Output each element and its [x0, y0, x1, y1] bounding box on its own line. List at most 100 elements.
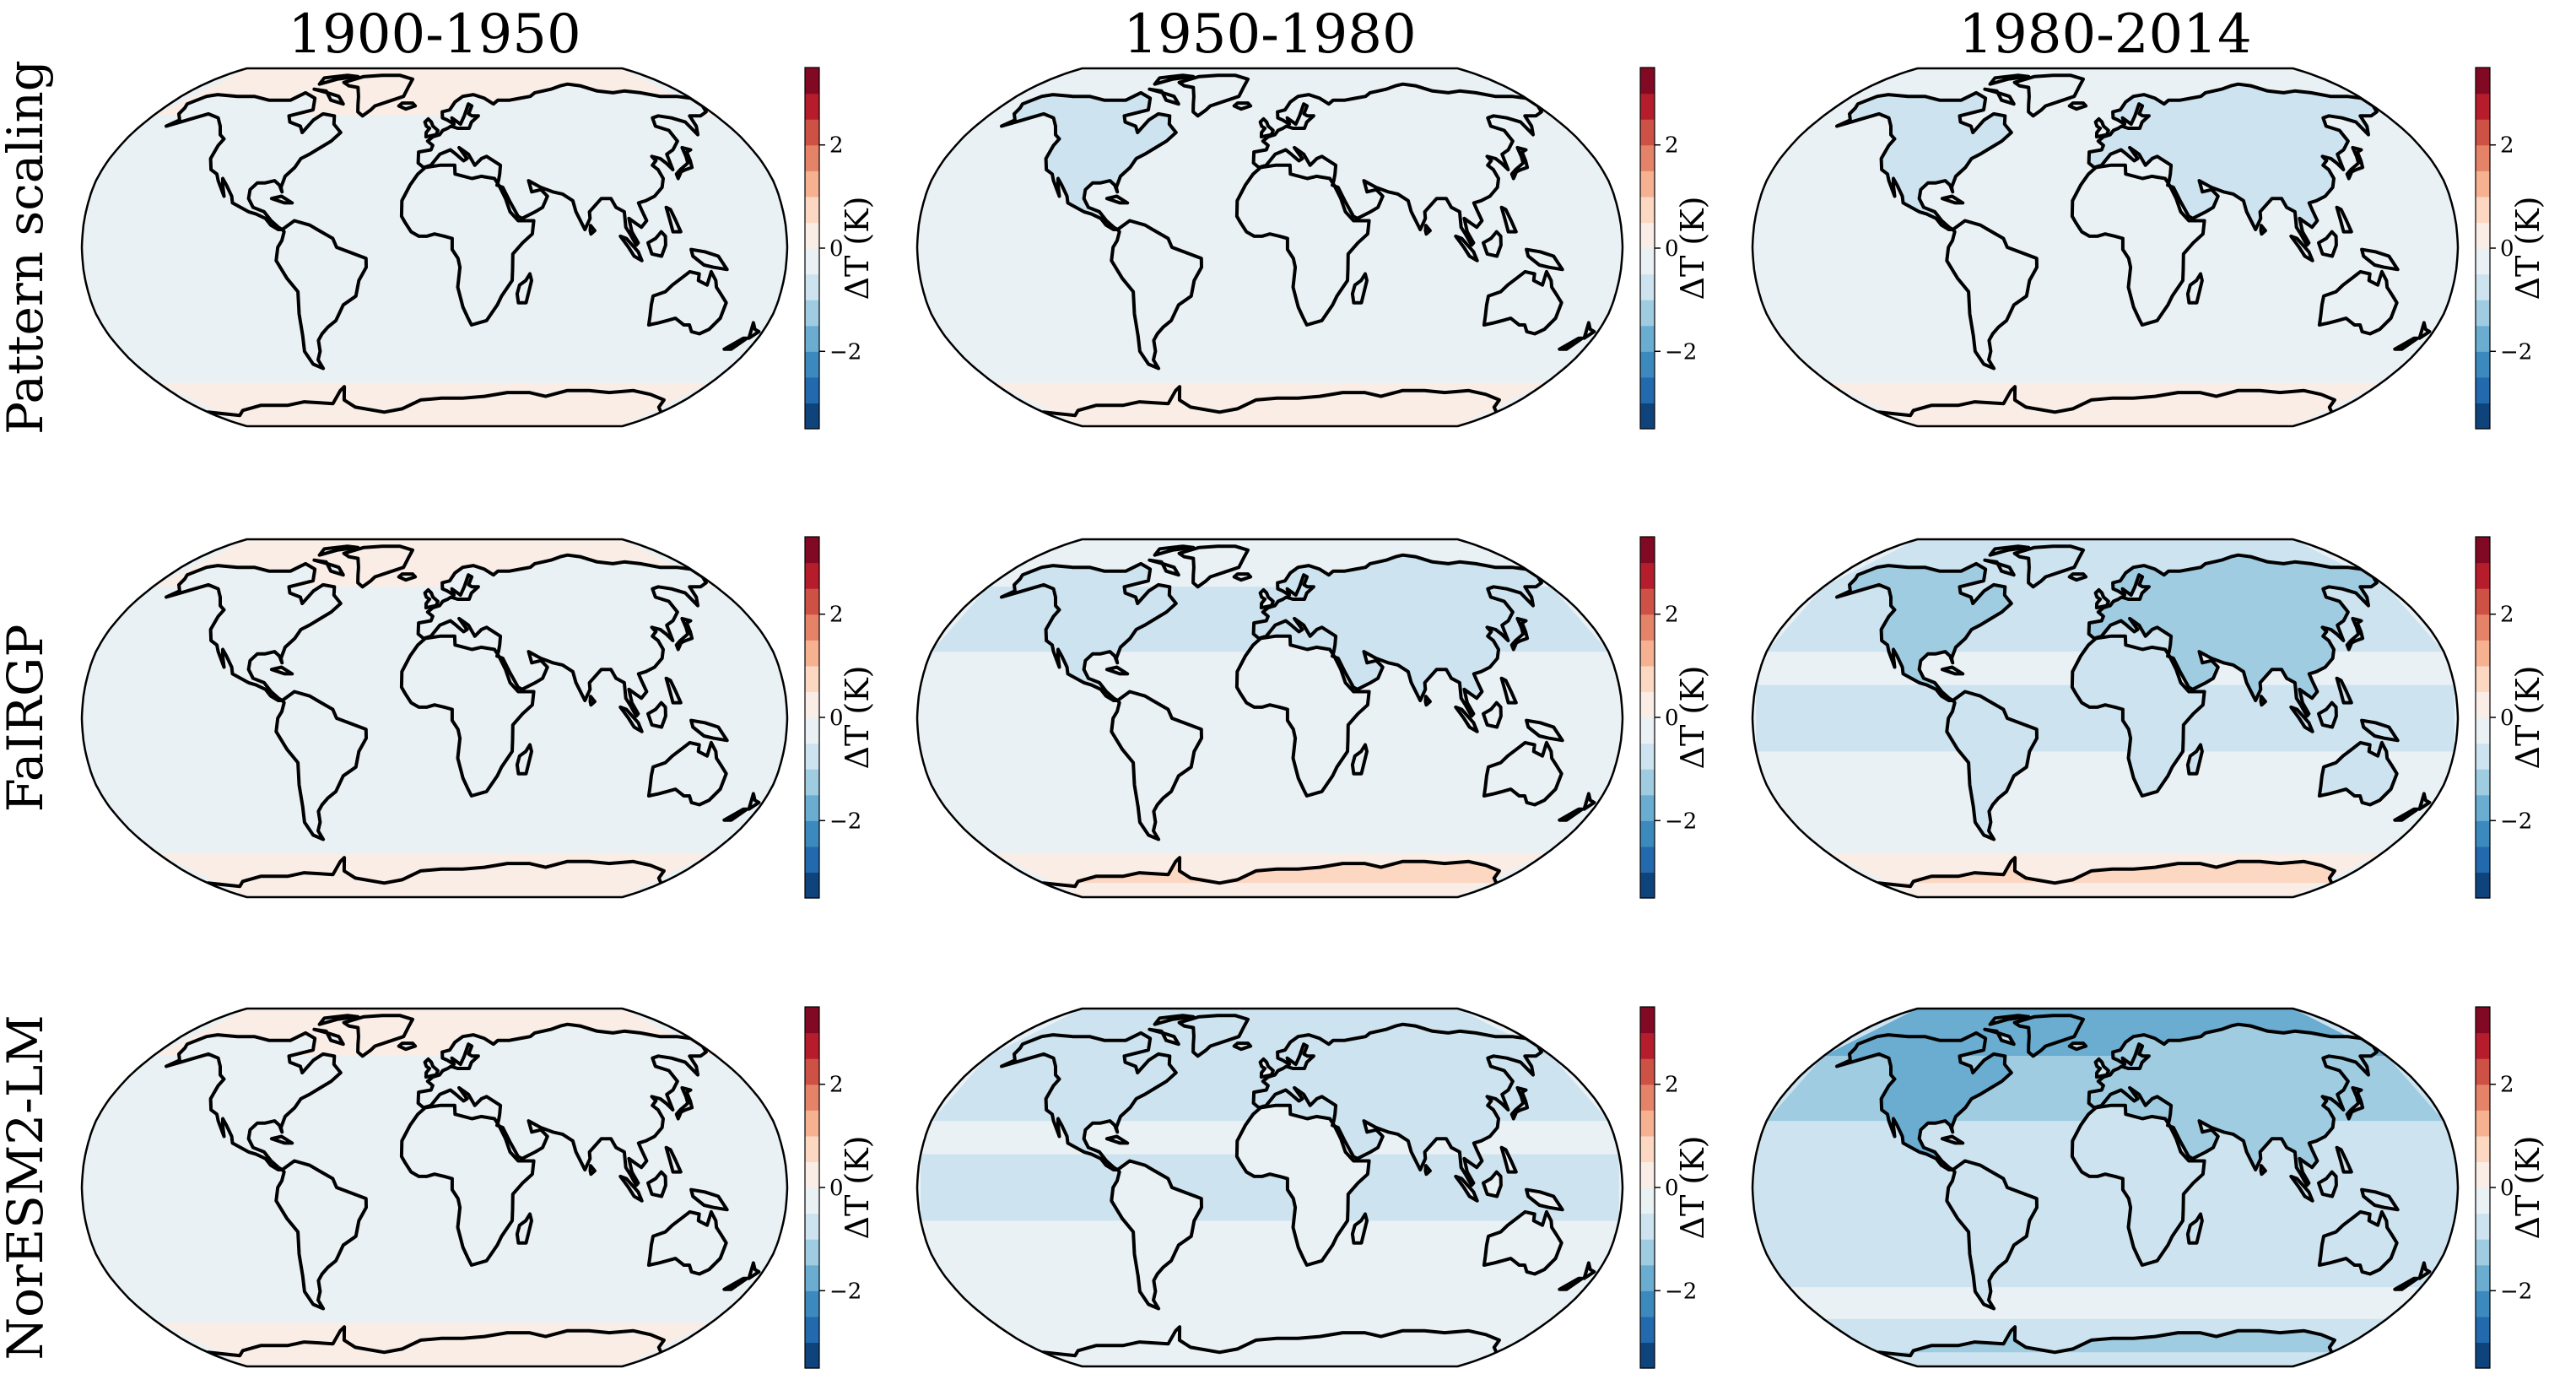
coastline-sumatra: [618, 1174, 644, 1203]
coastline-philippines: [664, 1145, 683, 1174]
colorbar-level: [805, 248, 819, 275]
land-field-northAmerica: [1002, 92, 1176, 230]
colorbar-label: ΔT (K): [1674, 197, 1711, 300]
coastline-ellesmere: [317, 73, 360, 86]
land-field-eurasia: [2088, 84, 2377, 246]
coastline-newguinea: [1525, 718, 1564, 743]
row-title-1: Pattern scaling: [0, 60, 54, 435]
land-field-borneo: [648, 1171, 666, 1197]
coastline-baffin: [312, 87, 345, 106]
coastline-southAmerica: [274, 219, 368, 371]
coastline-cuba: [269, 1134, 294, 1145]
coastline-japan: [674, 145, 694, 181]
land-field-africa: [1236, 636, 1369, 796]
colorbar-level: [2476, 743, 2490, 770]
colorbar-level: [2476, 273, 2490, 300]
coastline-madagascar: [1350, 272, 1369, 305]
colorbar-label: ΔT (K): [839, 1136, 876, 1240]
colorbar-level: [1640, 717, 1655, 744]
coastline-antarctica: [1877, 1325, 2336, 1358]
map-frame: [1751, 538, 2460, 899]
land-field-eurasia: [2088, 554, 2377, 717]
coastline-newguinea: [1525, 1187, 1564, 1212]
coastline-baffin: [1983, 1027, 2016, 1047]
colorbar-level: [805, 1342, 819, 1369]
land-field-southAmerica: [1947, 691, 2037, 840]
southern-ocean-band: [118, 1287, 751, 1319]
land-field-antarctica: [1878, 857, 2335, 887]
colorbar-tick-label: −2: [829, 1279, 861, 1304]
land-field-africa: [2071, 636, 2205, 796]
coastline-philippines: [2335, 1145, 2353, 1174]
map-panel-1-1: [80, 67, 789, 428]
tropical-band: [921, 214, 1619, 281]
coastline-nz2: [722, 336, 749, 351]
land-field-eurasia: [1253, 84, 1542, 246]
colorbar-level: [1640, 743, 1655, 770]
coastline-ellesmere: [317, 544, 360, 557]
land-field-newguinea: [2362, 1189, 2398, 1210]
colorbar-level: [2476, 170, 2490, 197]
colorbar-level: [1640, 820, 1655, 847]
coastline-nz2: [722, 1276, 749, 1291]
coastline-gbritain: [2093, 587, 2110, 610]
colorbar-level: [2476, 562, 2490, 589]
colorbar-level: [1640, 1084, 1655, 1111]
colorbar-level: [2476, 537, 2490, 564]
coastline-baffin: [312, 1027, 345, 1047]
coastline-madagascar: [2185, 1212, 2204, 1245]
coastline-nz2: [2393, 336, 2420, 351]
colorbar-level: [1640, 640, 1655, 667]
coastline-greenland: [2012, 544, 2085, 589]
colorbar-level: [805, 794, 819, 821]
colorbar-1-2: 2 0 −2 ΔT (K): [1639, 67, 1711, 430]
coastline-sriLanka: [588, 1164, 597, 1177]
map-panel-2-2: [915, 538, 1624, 899]
coastline-newguinea: [2360, 1187, 2400, 1212]
coastline-greenland: [1177, 73, 1250, 118]
coastline-madagascar: [2185, 272, 2204, 305]
coastline-southAmerica: [1110, 690, 1203, 841]
land-field-africa: [401, 165, 534, 325]
southern-ocean-band: [953, 818, 1586, 850]
land-field-australia: [648, 742, 726, 805]
land-field-northAmerica: [1837, 1032, 2012, 1170]
coastline-eurasia: [1251, 82, 1543, 247]
colorbar-level: [1640, 1058, 1655, 1085]
coastline-newzealand: [1582, 321, 1596, 340]
coastline-northAmerica: [165, 1030, 343, 1171]
land-field-australia: [2319, 1211, 2397, 1274]
colorbar-level: [805, 1187, 819, 1214]
coastline-newzealand: [747, 321, 761, 340]
colorbar-level: [2476, 403, 2490, 430]
land-field-madagascar: [516, 1214, 532, 1243]
coastline-eurasia: [416, 1022, 708, 1187]
coastline-northAmerica: [165, 90, 343, 231]
coastline-borneo: [1482, 701, 1503, 729]
land-field-borneo: [1483, 231, 1501, 257]
land-field-africa: [401, 1105, 534, 1265]
colorbar-level: [2476, 1135, 2490, 1163]
colorbar-level: [2476, 376, 2490, 404]
colorbar-level: [2476, 1161, 2490, 1188]
coastline-ellesmere: [1153, 73, 1196, 86]
colorbar-level: [2476, 820, 2490, 847]
colorbar-level: [805, 820, 819, 847]
colorbar-level: [2476, 325, 2490, 352]
coastline-greenland: [2012, 73, 2085, 118]
colorbar-level: [2476, 222, 2490, 249]
land-field-newguinea: [691, 249, 727, 270]
land-field-northAmerica: [166, 1032, 341, 1170]
colorbar-level: [1640, 588, 1655, 615]
colorbar-tick-label: −2: [1665, 809, 1697, 834]
colorbar-level: [805, 640, 819, 667]
colorbar-level: [805, 562, 819, 589]
map-frame: [915, 1007, 1624, 1368]
coastline-southAmerica: [274, 1159, 368, 1311]
colorbar-level: [805, 68, 819, 95]
southern-ocean-band: [118, 818, 751, 850]
coastline-nz2: [1558, 807, 1585, 822]
coastline-antarctica: [1877, 856, 2336, 889]
coastline-africa: [399, 1103, 536, 1267]
coastline-greenland: [342, 544, 414, 589]
